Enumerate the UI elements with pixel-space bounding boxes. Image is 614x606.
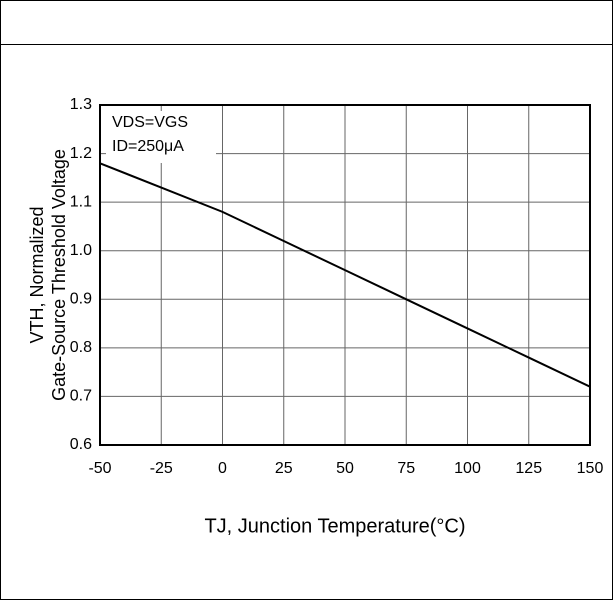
y-tick-label: 0.8 bbox=[70, 339, 92, 356]
annotation: ID=250μA bbox=[112, 138, 184, 155]
data-line bbox=[99, 162, 591, 388]
x-tick-label: 0 bbox=[218, 460, 227, 477]
plot-border bbox=[99, 104, 591, 446]
y-tick-label: 1.2 bbox=[70, 145, 92, 162]
y-axis-label: VTH, Normalized bbox=[27, 206, 47, 343]
y-axis-label: Gate-Source Threshold Voltage bbox=[49, 149, 69, 401]
y-tick-label: 1.1 bbox=[70, 193, 92, 210]
x-tick-label: 100 bbox=[454, 460, 481, 477]
y-tick-label: 0.6 bbox=[70, 436, 92, 453]
x-tick-label: 125 bbox=[515, 460, 542, 477]
y-tick-label: 0.9 bbox=[70, 291, 92, 308]
y-tick-label: 1.0 bbox=[70, 242, 92, 259]
x-axis-label: TJ, Junction Temperature(°C) bbox=[204, 515, 465, 537]
x-tick-label: 50 bbox=[336, 460, 354, 477]
annotation: VDS=VGS bbox=[112, 114, 188, 131]
y-tick-label: 0.7 bbox=[70, 388, 92, 405]
x-tick-label: 150 bbox=[577, 460, 604, 477]
x-tick-label: -50 bbox=[88, 460, 111, 477]
x-tick-label: -25 bbox=[150, 460, 173, 477]
annotation-box bbox=[106, 111, 216, 163]
x-tick-label: 75 bbox=[397, 460, 415, 477]
x-tick-label: 25 bbox=[275, 460, 293, 477]
y-tick-label: 1.3 bbox=[70, 96, 92, 113]
